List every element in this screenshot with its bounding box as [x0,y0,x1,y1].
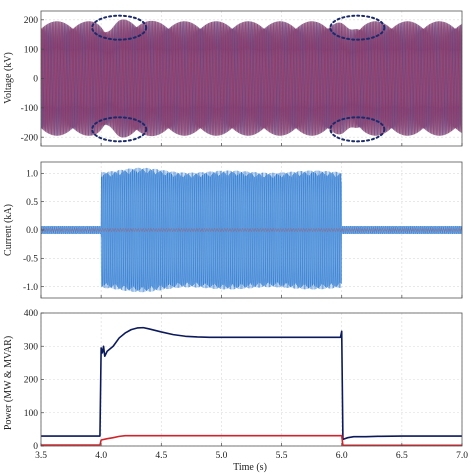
x-tick-label: 6.5 [396,451,408,461]
y-tick-label: 300 [24,342,39,352]
voltage-panel: -200 -100 0 100 200 [21,10,463,147]
current-red-trace [41,227,462,233]
x-tick-label: 3.5 [35,451,47,461]
voltage-phase-2 [41,19,462,138]
dip-ellipse-annotation [329,116,386,143]
y-tick-label: 0 [33,75,38,85]
power-panel: 0 100 200 300 400 3.5 4.0 4.5 5.0 5.5 6.0 6.5 7.0 [24,309,468,461]
x-tick-label: 5.0 [215,451,227,461]
y-tick-label: -0.5 [23,255,38,265]
y-tick-label: -1.0 [23,283,38,293]
time-xlabel: Time (s) [233,462,267,473]
y-tick-label: 200 [24,376,39,386]
power-ylabel: Power (MW & MVAR) [3,336,14,430]
y-tick-label: 0.0 [26,226,38,236]
current-ylabel: Current (kA) [3,204,14,256]
dip-ellipse-annotation [91,14,148,41]
voltage-ylabel: Voltage (kV) [3,52,14,104]
x-tick-label: 6.0 [336,451,348,461]
x-tick-label: 7.0 [456,451,468,461]
plot-area [41,167,462,293]
dip-ellipse-annotation [329,14,386,41]
plot-area [41,19,462,138]
y-tick-label: 100 [24,409,39,419]
dip-ellipse-annotation [91,116,148,143]
x-tick-label: 4.0 [95,451,107,461]
y-tick-label: -100 [21,104,39,114]
y-tick-label: 100 [24,45,39,55]
current-panel: -1.0 -0.5 0.0 0.5 1.0 [23,161,463,299]
power-mvar-line [41,434,462,446]
y-tick-label: 1.0 [26,170,38,180]
current-phase-2 [41,167,462,293]
plot-area [41,326,462,446]
y-tick-label: -200 [21,133,39,143]
power-mw-line [41,326,462,441]
y-tick-label: 0 [33,442,38,452]
x-tick-label: 5.5 [276,451,288,461]
y-tick-label: 0.5 [26,198,38,208]
y-tick-label: 200 [24,16,39,26]
y-tick-label: 400 [24,309,39,319]
x-tick-label: 4.5 [155,451,167,461]
voltage-phase-0 [41,19,462,138]
